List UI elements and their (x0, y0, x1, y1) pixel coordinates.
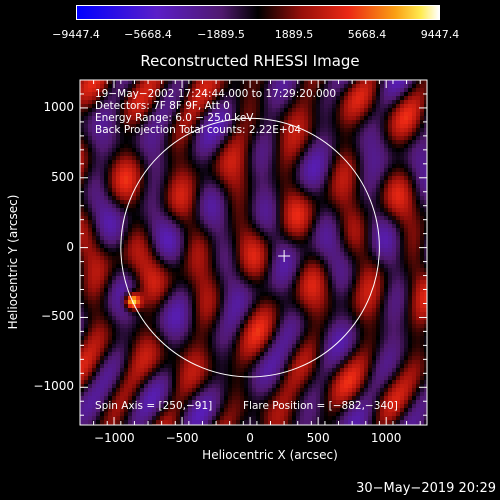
colorbar-tick-label: −1889.5 (197, 28, 245, 41)
y-axis-label: Heliocentric Y (arcsec) (6, 194, 20, 330)
spin-axis-label: Spin Axis = [250,−91] (95, 400, 213, 412)
colorbar-tick-label: 1889.5 (274, 28, 314, 41)
x-tick-label: −500 (165, 431, 199, 445)
y-tick-label: −1000 (33, 379, 74, 394)
x-axis-label: Heliocentric X (arcsec) (202, 448, 338, 462)
colorbar-tick-label: −9447.4 (52, 28, 100, 41)
x-tick-label: −1000 (94, 431, 135, 445)
colorbar-tick-label: 9447.4 (420, 28, 460, 41)
info-line-time: 19−May−2002 17:24:44.000 to 17:29:20.000 (95, 88, 337, 100)
chart-title: Reconstructed RHESSI Image (140, 52, 360, 70)
y-tick-label: 1000 (43, 99, 74, 114)
plot-frame (79, 79, 428, 426)
y-tick-label: 0 (66, 239, 74, 254)
colorbar-tick-label: −5668.4 (124, 28, 172, 41)
x-tick-label: 500 (306, 431, 330, 445)
solar-limb-circle (120, 117, 380, 378)
colorbar-tick-label: 5668.4 (347, 28, 387, 41)
axis-ticks (80, 80, 427, 425)
footer-timestamp: 30−May−2019 20:29 (356, 481, 496, 496)
info-line-method: Back Projection Total counts: 2.22E+04 (95, 124, 302, 136)
info-line-energy: Energy Range: 6.0 − 25.0 keV (95, 112, 254, 124)
colorbar (76, 5, 440, 20)
heatmap-image (80, 80, 427, 425)
x-tick-label: 0 (246, 431, 254, 445)
x-tick-label: 1000 (370, 431, 402, 445)
flare-position-label: Flare Position = [−882,−340] (243, 400, 398, 412)
y-tick-label: 500 (51, 169, 74, 184)
info-line-detectors: Detectors: 7F 8F 9F, Att 0 (95, 100, 230, 112)
y-tick-label: −500 (41, 309, 74, 324)
center-crosshair-marker (278, 249, 291, 262)
